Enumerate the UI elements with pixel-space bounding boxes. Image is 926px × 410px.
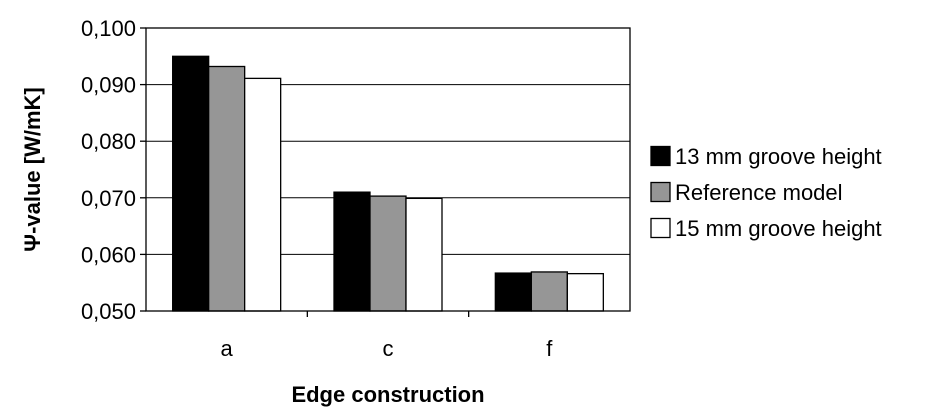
bars [172, 55, 604, 312]
bar [530, 271, 568, 312]
y-tick-label: 0,070 [81, 186, 136, 211]
y-tick-label: 0,060 [81, 242, 136, 267]
bar [244, 77, 282, 312]
bar [369, 195, 407, 312]
y-axis-ticks: 0,050 0,060 0,070 0,080 0,090 0,100 [81, 16, 146, 324]
x-tick-label: c [383, 336, 394, 361]
y-axis-title: Ψ-value [W/mK] [20, 87, 45, 251]
bar [405, 197, 443, 312]
bar [494, 272, 532, 312]
legend: 13 mm groove height Reference model 15 mm … [650, 144, 882, 241]
plot-area: 0,050 0,060 0,070 0,080 0,090 0,100 a c f [81, 16, 631, 361]
bar [566, 272, 604, 312]
y-tick-label: 0,090 [81, 73, 136, 98]
legend-swatch [650, 217, 671, 239]
legend-label: 15 mm groove height [675, 216, 882, 241]
x-tick-label: f [546, 336, 553, 361]
y-tick-label: 0,050 [81, 299, 136, 324]
y-tick-label: 0,080 [81, 129, 136, 154]
plot-frame [145, 27, 631, 312]
y-tick-label: 0,100 [81, 16, 136, 41]
legend-label: 13 mm groove height [675, 144, 882, 169]
legend-label: Reference model [675, 180, 843, 205]
legend-swatch [650, 145, 671, 167]
bar [208, 65, 246, 312]
bar [333, 191, 371, 312]
x-tick-label: a [221, 336, 234, 361]
bar [172, 55, 210, 312]
legend-swatch [650, 181, 671, 203]
x-axis-title: Edge construction [291, 382, 484, 407]
